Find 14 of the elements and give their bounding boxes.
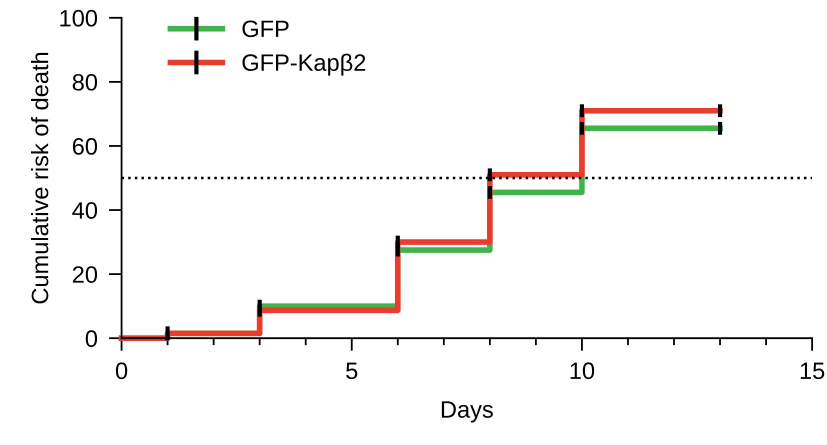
y-tick-label: 100: [60, 10, 98, 27]
y-axis-title: Cumulative risk of death: [31, 52, 48, 304]
y-tick-label: 0: [86, 330, 98, 347]
x-tick-label: 0: [116, 362, 128, 380]
x-tick-label: 10: [570, 362, 594, 380]
x-tick-label: 5: [346, 362, 358, 380]
x-axis-title: Days: [442, 401, 493, 422]
x-tick-label: 15: [800, 362, 824, 380]
y-tick-label: 60: [72, 138, 98, 155]
legend-label: GFP: [242, 20, 289, 38]
legend-label: GFP-Kapβ2: [242, 54, 366, 76]
y-tick-label: 80: [72, 74, 98, 91]
y-tick-label: 20: [72, 266, 98, 283]
y-tick-label: 40: [72, 202, 98, 219]
